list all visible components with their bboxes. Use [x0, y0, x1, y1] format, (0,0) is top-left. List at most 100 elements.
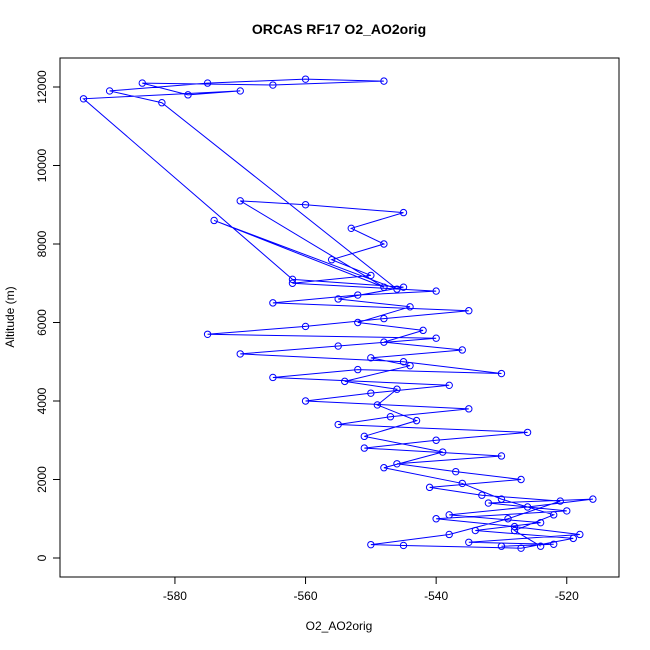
data-point [380, 338, 388, 346]
data-point [380, 314, 388, 323]
data-point [393, 385, 401, 393]
y-tick-label: 6000 [35, 309, 49, 336]
data-point [158, 99, 166, 107]
x-tick-label: -540 [424, 589, 448, 603]
data-point [386, 413, 395, 421]
data-point [203, 79, 212, 87]
data-point [367, 354, 375, 362]
data-point [445, 511, 453, 519]
data-point [504, 515, 512, 523]
data-point [432, 515, 440, 523]
data-point [334, 420, 342, 429]
data-point [354, 291, 362, 299]
data-point [517, 544, 525, 552]
data-point [432, 287, 440, 295]
data-point [484, 499, 493, 507]
data-point [288, 279, 297, 287]
data-point [138, 79, 146, 87]
data-point [536, 518, 545, 527]
data-point [563, 507, 571, 515]
data-point [399, 541, 408, 550]
data-point [549, 511, 558, 519]
data-point [510, 522, 519, 531]
data-point [393, 285, 401, 293]
data-point [452, 467, 460, 476]
data-point [399, 358, 408, 366]
data-point [301, 397, 310, 405]
data-point [549, 540, 558, 548]
data-point [360, 432, 369, 441]
data-point [236, 197, 244, 205]
y-tick-label: 4000 [35, 387, 49, 414]
data-point [354, 318, 362, 327]
data-point [556, 497, 564, 505]
data-point [269, 81, 277, 89]
data-point [497, 495, 506, 503]
data-point [412, 416, 421, 425]
data-point [406, 303, 414, 311]
y-tick-label: 10000 [35, 148, 49, 182]
data-point [517, 475, 525, 484]
data-point [380, 240, 388, 248]
data-point [210, 216, 218, 225]
data-point [373, 401, 382, 409]
data-point [367, 271, 375, 280]
data-point [465, 538, 473, 547]
data-point [523, 428, 532, 437]
y-tick-label: 12000 [35, 70, 49, 104]
data-point [393, 460, 401, 468]
data-point [497, 542, 506, 550]
data-point [432, 334, 440, 342]
data-point [334, 342, 342, 350]
data-point [334, 295, 342, 303]
data-point [203, 330, 212, 338]
data-point [236, 87, 244, 95]
data-point [288, 275, 297, 284]
y-tick-label: 0 [35, 554, 49, 561]
data-point [269, 299, 277, 307]
x-tick-label: -520 [555, 589, 579, 603]
data-point [301, 322, 310, 331]
data-point [438, 448, 447, 456]
x-tick-label: -580 [163, 589, 187, 603]
data-point [360, 444, 369, 452]
y-axis-label: Altitude (m) [3, 286, 17, 347]
data-point [380, 464, 388, 472]
data-point [497, 452, 506, 460]
data-point [347, 224, 355, 233]
data-point [589, 495, 597, 503]
data-point [354, 365, 362, 374]
data-point [367, 540, 375, 549]
y-tick-label: 2000 [35, 466, 49, 493]
data-point [445, 381, 453, 390]
data-point [236, 350, 244, 358]
data-point [406, 361, 414, 370]
data-point [327, 256, 336, 264]
data-point [432, 436, 440, 444]
data-point [536, 542, 545, 550]
data-point [576, 530, 584, 539]
data-point [79, 95, 88, 103]
data-point [445, 530, 453, 539]
data-point [510, 526, 519, 535]
data-line [82, 78, 593, 549]
data-point [105, 87, 114, 95]
data-point [269, 373, 277, 382]
data-point [419, 326, 427, 335]
data-point [380, 77, 388, 85]
data-point [184, 91, 192, 99]
data-point [399, 208, 408, 217]
data-point [465, 405, 473, 413]
data-point [399, 283, 408, 291]
x-tick-label: -560 [294, 589, 318, 603]
data-point [458, 479, 466, 488]
data-point [569, 534, 577, 543]
data-point [341, 377, 349, 386]
data-point [471, 526, 480, 535]
data-point [523, 503, 532, 511]
data-point [465, 307, 473, 315]
data-point [478, 491, 486, 499]
data-point [425, 483, 434, 492]
